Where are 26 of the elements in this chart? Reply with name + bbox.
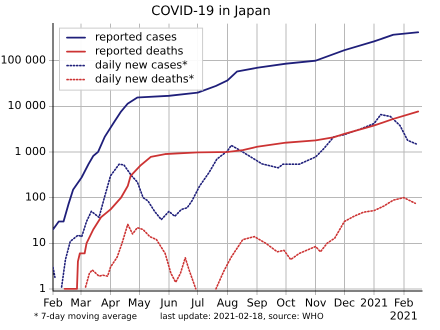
x-tick-label: Mar: [70, 296, 92, 310]
legend-label: reported cases: [95, 30, 178, 44]
x-tick-label: Apr: [100, 296, 120, 310]
legend-label: reported deaths: [95, 44, 184, 58]
x-tick-label: Aug: [216, 296, 238, 310]
legend-label: daily new cases*: [95, 58, 188, 72]
x-tick-label: Feb: [43, 296, 63, 310]
y-tick-label: 100: [25, 190, 46, 204]
x-tick-label: Sep: [246, 296, 268, 310]
chart-title: COVID-19 in Japan: [151, 4, 271, 20]
x-tick-label: Feb 2021: [390, 296, 418, 323]
x-tick-label: Oct: [276, 296, 296, 310]
y-tick-label: 10 000: [8, 99, 46, 112]
text: last update: 2021-02-18, source: WHO: [160, 312, 324, 322]
x-tick-label: Nov: [304, 296, 327, 310]
x-tick-label: Jul: [190, 296, 204, 310]
y-tick-label: 1 000: [14, 144, 46, 158]
x-tick-label: Dec: [334, 296, 356, 310]
y-tick-label: 1: [39, 282, 46, 295]
text: * 7-day moving average: [34, 312, 137, 322]
x-tick-label: May: [128, 296, 152, 310]
x-tick-label: Jun: [159, 296, 178, 310]
y-tick-label: 100 000: [0, 54, 46, 67]
x-tick-label: 2021: [360, 296, 388, 310]
legend-label: daily new deaths*: [95, 72, 195, 86]
y-tick-label: 10: [32, 236, 46, 250]
